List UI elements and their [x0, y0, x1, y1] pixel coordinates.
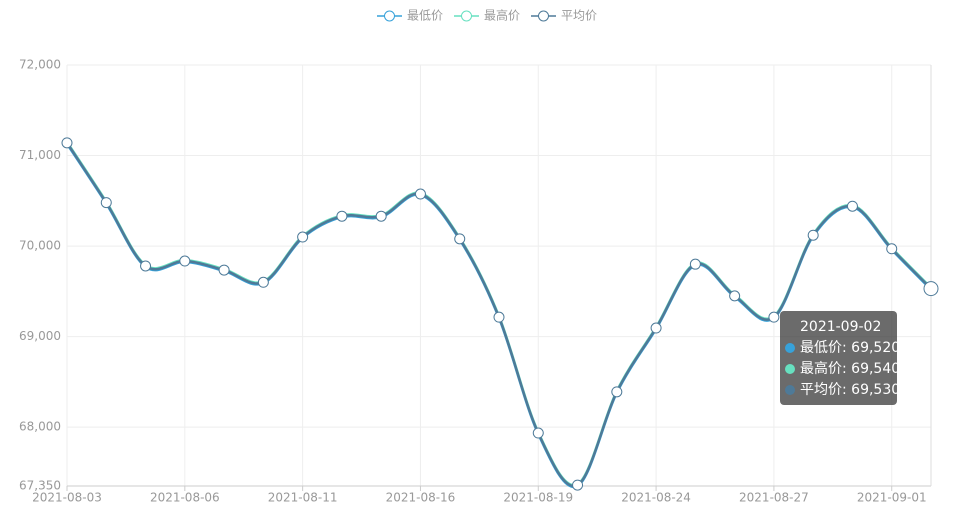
legend-symbol: [384, 10, 395, 22]
x-tick-label: 2021-08-24: [621, 491, 691, 505]
x-tick-label: 2021-08-27: [739, 491, 809, 505]
x-tick-label: 2021-08-16: [386, 491, 456, 505]
tooltip-box: [780, 311, 897, 405]
tooltip-series-name: 最低价: [800, 340, 842, 356]
series-line: [65, 142, 932, 488]
tooltip: 2021-09-02 最低价: 69,520 最高价: 69,540 平均价: 69,…: [780, 311, 900, 405]
tooltip-title: 2021-09-02: [800, 319, 881, 335]
data-point: [886, 243, 898, 255]
tooltip-dot: [785, 385, 795, 395]
y-tick-label: 72,000: [19, 58, 61, 72]
tooltip-value: 69,520: [851, 340, 900, 356]
x-tick-label: 2021-08-11: [268, 491, 338, 505]
data-point: [454, 233, 466, 245]
x-tick-label: 2021-09-01: [857, 491, 927, 505]
data-point: [923, 281, 939, 297]
data-point: [729, 290, 741, 302]
legend-symbol: [461, 10, 472, 22]
x-tick-label: 2021-08-06: [150, 491, 220, 505]
data-point: [375, 210, 387, 222]
y-tick-label: 70,000: [19, 239, 61, 253]
data-point: [846, 200, 858, 212]
data-point: [336, 210, 348, 222]
data-point: [61, 137, 73, 149]
y-tick-label: 67,350: [19, 479, 61, 493]
tooltip-row: 最高价: 69,540: [800, 360, 900, 377]
x-tick-label: 2021-08-19: [503, 491, 573, 505]
tooltip-series-name: 平均价: [800, 382, 842, 398]
data-point: [807, 229, 819, 241]
data-point: [689, 258, 701, 270]
y-tick-label: 69,000: [19, 329, 61, 343]
tooltip-value: 69,530: [851, 382, 900, 398]
legend-symbol: [538, 10, 549, 22]
data-point: [768, 311, 780, 323]
x-tick-label: 2021-08-03: [32, 491, 102, 505]
y-tick-label: 68,000: [19, 420, 61, 434]
data-point: [140, 260, 152, 272]
data-point: [532, 427, 544, 439]
data-point: [179, 255, 191, 267]
legend-label: 最低价: [407, 9, 443, 23]
data-point: [257, 276, 269, 288]
tooltip-row: 平均价: 69,530: [800, 382, 900, 398]
tooltip-dot: [785, 364, 795, 374]
data-point: [218, 264, 230, 276]
legend-label: 最高价: [484, 8, 520, 23]
tooltip-value: 69,540: [851, 361, 900, 377]
data-point: [650, 322, 662, 334]
tooltip-series-name: 最高价: [800, 360, 842, 377]
tooltip-row: 最低价: 69,520: [800, 340, 900, 356]
data-point: [493, 311, 505, 323]
data-point: [572, 479, 584, 491]
data-point: [611, 386, 623, 398]
y-tick-label: 71,000: [19, 148, 61, 162]
data-point: [414, 188, 426, 200]
data-point: [100, 197, 112, 209]
legend-label: 平均价: [561, 9, 597, 23]
data-point: [297, 231, 309, 243]
tooltip-dot: [785, 343, 795, 353]
